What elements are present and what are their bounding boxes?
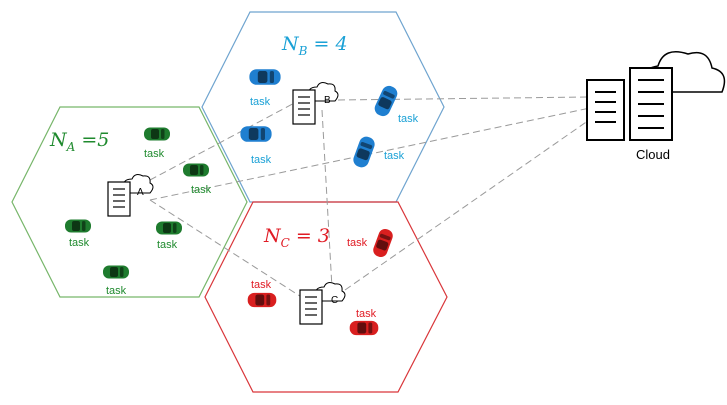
car-icon bbox=[144, 127, 170, 141]
link-b-cloud bbox=[337, 96, 591, 101]
task-label: task bbox=[106, 285, 127, 297]
cell-b-vehicles: task task task task bbox=[240, 69, 419, 170]
task-label: task bbox=[384, 150, 405, 162]
link-a-c bbox=[149, 199, 304, 299]
cell-c-hexagon bbox=[204, 201, 448, 393]
edge-server-b-label: B bbox=[324, 95, 331, 106]
edge-server-a-label: A bbox=[137, 187, 144, 198]
edge-server-a: A bbox=[107, 174, 154, 217]
car-icon bbox=[249, 69, 281, 85]
car-icon bbox=[156, 221, 182, 235]
dashed-links bbox=[149, 96, 593, 299]
car-icon bbox=[247, 292, 277, 308]
server-rack-icon bbox=[586, 79, 625, 141]
cloud-label: Cloud bbox=[636, 147, 670, 162]
task-label: task bbox=[157, 239, 178, 251]
cell-a-hexagon bbox=[11, 106, 248, 298]
car-icon bbox=[349, 320, 379, 336]
car-icon bbox=[371, 227, 395, 259]
task-label: task bbox=[191, 184, 212, 196]
cell-b-count-label: NB = 4 bbox=[281, 33, 348, 58]
task-label: task bbox=[69, 237, 90, 249]
edge-server-b: B bbox=[292, 82, 339, 125]
car-icon bbox=[65, 219, 91, 233]
link-c-cloud bbox=[344, 117, 593, 291]
car-icon bbox=[372, 83, 400, 119]
link-a-b bbox=[149, 99, 301, 181]
server-icon bbox=[292, 89, 316, 125]
server-icon bbox=[299, 289, 323, 325]
cell-a-vehicles: task task task task task bbox=[65, 127, 212, 297]
task-label: task bbox=[356, 308, 377, 320]
cell-c-count-label: NC = 3 bbox=[263, 225, 330, 250]
car-icon bbox=[183, 163, 209, 177]
task-label: task bbox=[347, 237, 368, 249]
task-label: task bbox=[251, 279, 272, 291]
task-label: task bbox=[144, 148, 165, 160]
cell-a-count-label: NA =5 bbox=[49, 129, 109, 154]
small-cloud-icon bbox=[315, 282, 346, 302]
edge-server-c-label: C bbox=[331, 295, 338, 306]
car-icon bbox=[103, 265, 129, 279]
task-label: task bbox=[398, 113, 419, 125]
edge-server-c: C bbox=[299, 282, 346, 325]
car-icon bbox=[240, 126, 272, 142]
task-label: task bbox=[251, 154, 272, 166]
link-b-c bbox=[321, 109, 333, 289]
car-icon bbox=[351, 134, 377, 170]
cloud-data-center: Cloud bbox=[586, 51, 726, 162]
small-cloud-icon bbox=[123, 174, 154, 194]
server-icon bbox=[107, 181, 131, 217]
small-cloud-icon bbox=[308, 82, 339, 102]
task-label: task bbox=[250, 96, 271, 108]
cell-c-vehicles: task task task bbox=[247, 227, 395, 336]
